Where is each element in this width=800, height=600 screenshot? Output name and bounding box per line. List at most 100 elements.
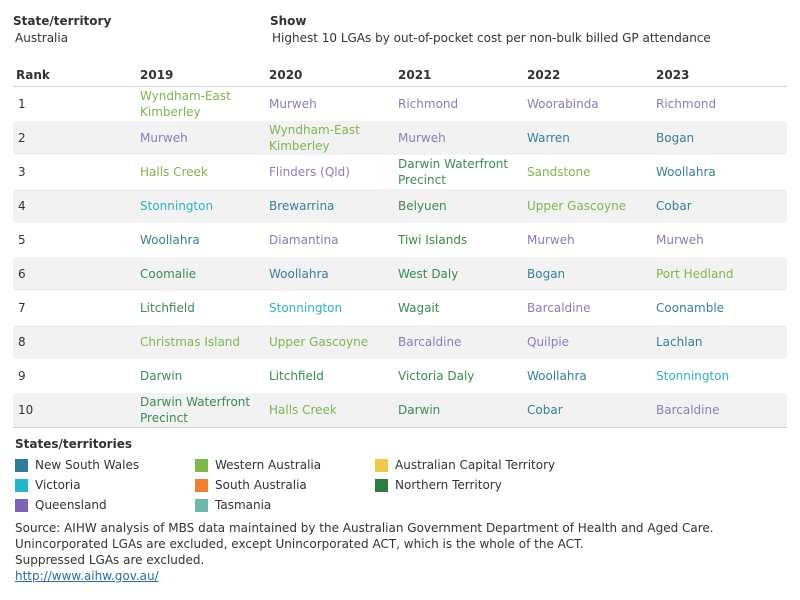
lga-cell[interactable]: Darwin Waterfront Precinct [140, 393, 269, 428]
rank-cell: 10 [13, 393, 140, 428]
lga-cell[interactable]: Murweh [527, 223, 656, 257]
lga-cell[interactable]: Stonnington [269, 291, 398, 325]
lga-cell[interactable]: Murweh [269, 87, 398, 122]
legend-swatch [15, 498, 28, 512]
rank-cell: 1 [18, 97, 26, 111]
legend-grid: New South Wales Victoria Queensland Western… [15, 457, 785, 517]
lga-cell[interactable]: Woollahra [269, 257, 398, 291]
lga-name: Victoria Daly [398, 369, 475, 383]
lga-name: Woollahra [527, 369, 587, 383]
aihw-link[interactable]: http://www.aihw.gov.au/ [15, 569, 159, 583]
lga-cell[interactable]: Bogan [527, 257, 656, 291]
state-territory-filter[interactable]: State/territory Australia [13, 14, 111, 46]
legend-item[interactable]: South Australia [195, 477, 307, 493]
lga-cell[interactable]: Flinders (Qld) [269, 155, 398, 189]
lga-cell[interactable]: Lachlan [656, 325, 787, 359]
lga-cell[interactable]: Woollahra [140, 223, 269, 257]
lga-cell[interactable]: Tiwi Islands [398, 223, 527, 257]
lga-name: Wyndham-East Kimberley [140, 89, 231, 119]
lga-cell[interactable]: Barcaldine [656, 393, 787, 428]
lga-cell[interactable]: Cobar [656, 189, 787, 223]
lga-cell[interactable]: Darwin [398, 393, 527, 428]
lga-name: Murweh [527, 233, 575, 247]
legend-item[interactable]: New South Wales [15, 457, 139, 473]
lga-name: Christmas Island [140, 335, 241, 349]
lga-cell[interactable]: West Daly [398, 257, 527, 291]
legend-item[interactable]: Western Australia [195, 457, 321, 473]
lga-cell[interactable]: Victoria Daly [398, 359, 527, 393]
lga-cell[interactable]: Stonnington [140, 189, 269, 223]
legend-label: Queensland [35, 498, 107, 512]
lga-name: Upper Gascoyne [269, 335, 369, 349]
lga-cell[interactable]: Christmas Island [140, 325, 269, 359]
lga-cell[interactable]: Halls Creek [269, 393, 398, 428]
lga-name: Upper Gascoyne [527, 199, 627, 213]
lga-name: Barcaldine [527, 301, 591, 315]
state-territory-value[interactable]: Australia [15, 31, 69, 45]
lga-cell[interactable]: Warren [527, 121, 656, 155]
lga-cell[interactable]: Murweh [656, 223, 787, 257]
lga-cell[interactable]: Port Hedland [656, 257, 787, 291]
legend-label: Northern Territory [395, 478, 502, 492]
header-2019: 2019 [140, 64, 269, 87]
lga-name: Darwin Waterfront Precinct [140, 395, 251, 425]
lga-cell[interactable]: Woollahra [656, 155, 787, 189]
table-row: 1 Wyndham-East Kimberley Murweh Richmond Woo… [13, 87, 787, 122]
legend-item[interactable]: Victoria [15, 477, 81, 493]
lga-cell[interactable]: Wagait [398, 291, 527, 325]
rank-cell: 2 [13, 121, 140, 155]
lga-cell[interactable]: Wyndham-East Kimberley [269, 121, 398, 155]
legend-item[interactable]: Queensland [15, 497, 107, 513]
rank-cell: 4 [13, 189, 140, 223]
lga-cell[interactable]: Halls Creek [140, 155, 269, 189]
lga-cell[interactable]: Upper Gascoyne [527, 189, 656, 223]
lga-cell[interactable]: Richmond [656, 87, 787, 122]
lga-name: Richmond [656, 97, 717, 111]
lga-cell[interactable]: Brewarrina [269, 189, 398, 223]
lga-cell[interactable]: Stonnington [656, 359, 787, 393]
table-row: 4 Stonnington Brewarrina Belyuen Upper Gasco… [13, 189, 787, 223]
show-value[interactable]: Highest 10 LGAs by out-of-pocket cost pe… [272, 31, 711, 45]
lga-cell[interactable]: Barcaldine [527, 291, 656, 325]
lga-cell[interactable]: Coomalie [140, 257, 269, 291]
lga-cell[interactable]: Coonamble [656, 291, 787, 325]
lga-cell[interactable]: Woollahra [527, 359, 656, 393]
legend-item[interactable]: Australian Capital Territory [375, 457, 555, 473]
table-row: 3 Halls Creek Flinders (Qld) Darwin Waterfr… [13, 155, 787, 189]
lga-cell[interactable]: Richmond [398, 87, 527, 122]
lga-name: Cobar [656, 199, 692, 213]
legend-item[interactable]: Tasmania [195, 497, 271, 513]
lga-name: Wyndham-East Kimberley [269, 123, 360, 153]
lga-cell[interactable]: Litchfield [140, 291, 269, 325]
lga-name: Litchfield [269, 369, 324, 383]
lga-cell[interactable]: Cobar [527, 393, 656, 428]
lga-name: Belyuen [398, 199, 447, 213]
lga-cell[interactable]: Darwin [140, 359, 269, 393]
lga-cell[interactable]: Litchfield [269, 359, 398, 393]
lga-cell[interactable]: Barcaldine [398, 325, 527, 359]
lga-cell[interactable]: Sandstone [527, 155, 656, 189]
lga-name: Murweh [269, 97, 317, 111]
lga-cell[interactable]: Murweh [398, 121, 527, 155]
lga-cell[interactable]: Bogan [656, 121, 787, 155]
legend-label: New South Wales [35, 458, 140, 472]
lga-cell[interactable]: Quilpie [527, 325, 656, 359]
table-row: 9 Darwin Litchfield Victoria Daly Woollahra S… [13, 359, 787, 393]
lga-cell[interactable]: Diamantina [269, 223, 398, 257]
lga-name: Bogan [527, 267, 566, 281]
lga-name: Litchfield [140, 301, 195, 315]
lga-cell[interactable]: Upper Gascoyne [269, 325, 398, 359]
table-row: 7 Litchfield Stonnington Wagait Barcaldine Co… [13, 291, 787, 325]
lga-cell[interactable]: Belyuen [398, 189, 527, 223]
lga-cell[interactable]: Darwin Waterfront Precinct [398, 155, 527, 189]
lga-cell[interactable]: Murweh [140, 121, 269, 155]
legend-label: South Australia [215, 478, 307, 492]
legend-swatch [195, 498, 208, 512]
lga-name: Woollahra [269, 267, 329, 281]
show-filter[interactable]: Show Highest 10 LGAs by out-of-pocket co… [270, 14, 711, 46]
lga-name: Wagait [398, 301, 440, 315]
source-line: Source: AIHW analysis of MBS data mainta… [15, 521, 714, 535]
legend-item[interactable]: Northern Territory [375, 477, 502, 493]
lga-cell[interactable]: Wyndham-East Kimberley [140, 87, 269, 122]
lga-cell[interactable]: Woorabinda [527, 87, 656, 122]
